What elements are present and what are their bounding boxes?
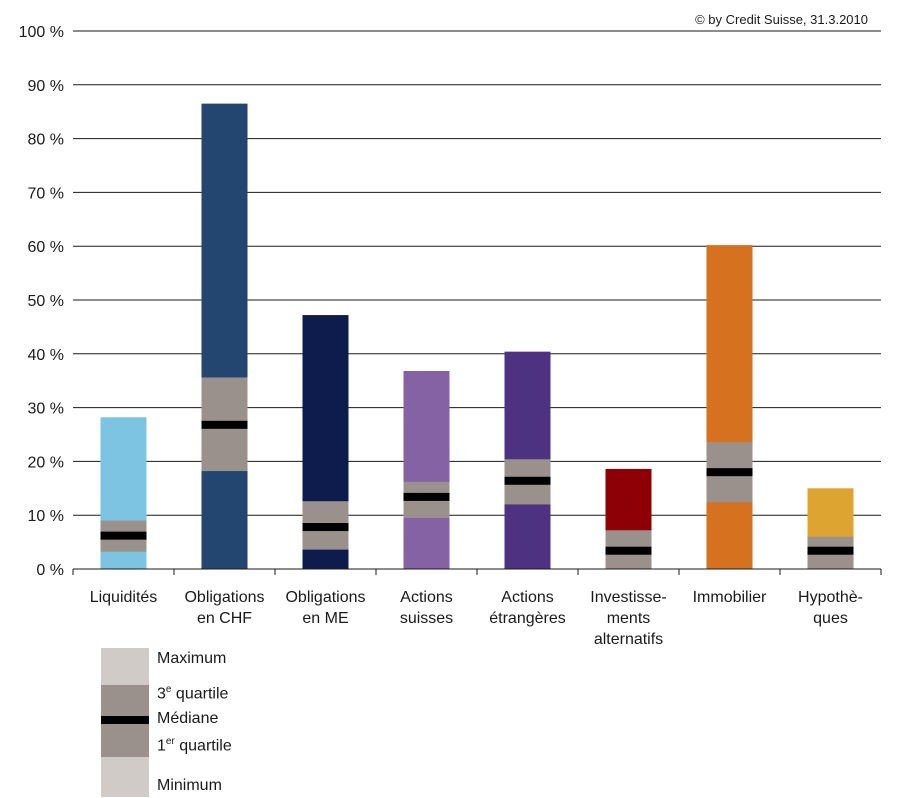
legend-q1-sup: er: [165, 736, 175, 747]
legend-swatch-minimum: [101, 757, 149, 797]
x-tick-label: Actions: [501, 589, 553, 606]
x-tick-label: Investisse-: [590, 589, 666, 606]
x-tick-label: ques: [813, 610, 848, 627]
legend-swatch-median: [101, 716, 149, 724]
legend-q1-text: quartile: [174, 737, 232, 755]
legend-label-q1: 1er quartile: [157, 736, 232, 755]
bar-group: [504, 351, 551, 569]
y-tick-label: 20 %: [28, 454, 64, 471]
x-tick-label: suisses: [400, 610, 453, 627]
legend-label-minimum: Minimum: [157, 777, 222, 794]
x-tick-label: Obligations: [285, 589, 365, 606]
bar-group: [100, 417, 147, 569]
legend-q3-number: 3: [157, 685, 166, 703]
bar-min-segment: [201, 471, 248, 569]
legend-label-median: Médiane: [157, 710, 219, 727]
bar-group: [807, 488, 854, 569]
x-tick-label: en CHF: [197, 610, 252, 627]
bar-min-segment: [706, 502, 753, 569]
legend-label-q3: 3e quartile: [157, 684, 228, 703]
x-tick-label: en ME: [302, 610, 348, 627]
bar-min-segment: [302, 549, 349, 569]
bars: [100, 103, 854, 569]
y-axis-ticks: 0 % 10 % 20 % 30 % 40 % 50 % 60 % 70 % 80 % 90 % 1…: [19, 24, 64, 579]
x-tick-label: ments: [607, 610, 651, 627]
x-tick-label: Liquidités: [90, 589, 158, 606]
bar-group: [302, 315, 349, 569]
copyright-note: © by Credit Suisse, 31.3.2010: [695, 12, 868, 27]
bar-median: [302, 523, 349, 532]
bar-min-segment: [100, 551, 147, 569]
x-tick-label: Immobilier: [693, 589, 767, 606]
bar-median: [605, 546, 652, 555]
x-tick-label: Hypothè-: [798, 589, 863, 606]
legend-q3-sup: e: [165, 684, 172, 695]
bar-min-segment: [504, 504, 551, 569]
bar-group: [706, 245, 753, 569]
box-bar-chart: 0 % 10 % 20 % 30 % 40 % 50 % 60 % 70 % 80 % 90 % 1…: [19, 24, 882, 648]
bar-median: [504, 476, 551, 485]
legend-q3-text: quartile: [171, 685, 229, 703]
bar-group: [605, 468, 652, 569]
legend: Maximum 3e quartile Médiane 1er quartile…: [101, 648, 401, 798]
x-tick-label: alternatifs: [594, 631, 663, 648]
x-axis-labels: Liquidités Obligations en CHF Obligations en…: [90, 589, 863, 648]
y-tick-label: 30 %: [28, 401, 64, 418]
bar-median: [403, 492, 450, 501]
legend-label-maximum: Maximum: [157, 650, 227, 667]
y-tick-label: 60 %: [28, 239, 64, 256]
bar-group: [403, 371, 450, 569]
x-tick-label: étrangères: [489, 610, 566, 627]
x-tick-label: Obligations: [184, 589, 264, 606]
bar-median: [706, 468, 753, 477]
x-tick-label: Actions: [400, 589, 452, 606]
bar-group: [201, 103, 248, 569]
y-tick-label: 40 %: [28, 347, 64, 364]
y-tick-label: 10 %: [28, 508, 64, 525]
y-tick-label: 70 %: [28, 185, 64, 202]
bar-median: [201, 420, 248, 429]
x-axis: [72, 568, 882, 575]
y-tick-label: 100 %: [19, 24, 64, 41]
y-tick-label: 90 %: [28, 78, 64, 95]
legend-q1-number: 1: [157, 737, 166, 755]
legend-swatch-maximum: [101, 648, 149, 685]
bar-min-segment: [403, 517, 450, 569]
y-tick-label: 80 %: [28, 132, 64, 149]
bar-median: [807, 546, 854, 555]
y-tick-label: 0 %: [36, 562, 64, 579]
grid-lines: [73, 30, 881, 516]
y-tick-label: 50 %: [28, 293, 64, 310]
bar-median: [100, 531, 147, 540]
